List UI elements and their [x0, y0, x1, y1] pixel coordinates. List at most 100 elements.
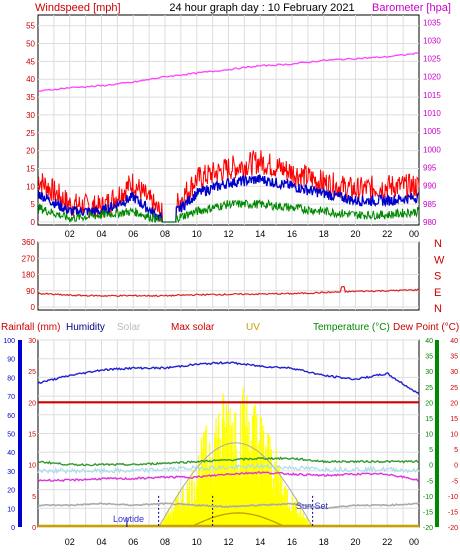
x-tick-label: 08 — [160, 537, 170, 547]
wind-tick-label: 15 — [26, 164, 35, 173]
temp-tick-label: 5 — [429, 447, 433, 454]
humidity-tick-label: 100 — [3, 338, 15, 345]
wind-tick-label: 45 — [26, 57, 35, 66]
dew-tick-label: 30 — [450, 369, 458, 376]
dew-tick-label: -20 — [448, 525, 458, 532]
series-lowest — [37, 198, 420, 224]
compass-letter: S — [434, 271, 441, 283]
sunset-label: Sun Set — [296, 501, 329, 511]
dew-tick-label: 5 — [454, 447, 458, 454]
x-tick-label: 00 — [409, 229, 419, 239]
legend-rainfall: Rainfall (mm) — [1, 322, 60, 333]
humidity-tick-label: 60 — [7, 413, 15, 420]
series-barometer — [37, 52, 420, 93]
humidity-tick-label: 80 — [7, 375, 15, 382]
humidity-tick-label: 30 — [7, 469, 15, 476]
series-feels-like — [37, 470, 420, 483]
climate-axes: 0102030405060708090100051015202530-20-15… — [3, 338, 458, 532]
baro-tick-label: 995 — [423, 164, 437, 173]
dew-tick-label: -5 — [452, 478, 458, 485]
baro-tick-label: 1000 — [423, 145, 441, 154]
series-uv — [190, 512, 286, 528]
wind-tick-label: 0 — [31, 218, 36, 227]
x-tick-label: 20 — [350, 229, 360, 239]
wind-panel-grid — [38, 15, 419, 225]
temp-tick-label: 25 — [425, 385, 433, 392]
rain-tick-label: 20 — [28, 400, 36, 407]
dew-tick-label: 15 — [450, 416, 458, 423]
wind-tick-label: 40 — [26, 75, 35, 84]
barometer-y-axis: 980 985 990 995 1000 1005 1010 1015 1020 1025 1030… — [423, 18, 441, 227]
rain-tick-label: 5 — [32, 494, 36, 501]
baro-tick-label: 1025 — [423, 55, 441, 64]
x-tick-label: 18 — [319, 229, 329, 239]
series-dew-point — [37, 463, 420, 475]
direction-tick-label: 0 — [31, 303, 36, 312]
direction-series — [37, 285, 420, 298]
x-tick-label: 10 — [192, 537, 202, 547]
rain-tick-label: 15 — [28, 432, 36, 439]
windspeed-title: Windspeed [mph] — [35, 2, 121, 14]
compass-letter: N — [434, 303, 442, 315]
series-solar — [38, 502, 420, 510]
series-temperature — [37, 456, 420, 467]
legend-solar: Solar — [117, 322, 141, 333]
dew-tick-label: -15 — [448, 509, 458, 516]
dew-tick-label: -10 — [448, 494, 458, 501]
climate-series — [37, 361, 420, 528]
climate-x-axis: 02 04 06 08 10 12 14 16 18 20 22 00 — [65, 537, 419, 547]
direction-y-axis: 0 90 180 270 360 — [22, 238, 36, 312]
wind-y-axis: 0 5 10 15 20 25 30 35 40 45 50 55 — [26, 22, 35, 227]
x-tick-label: 14 — [255, 229, 265, 239]
wind-tick-label: 5 — [31, 200, 36, 209]
x-tick-label: 22 — [382, 537, 392, 547]
x-tick-label: 02 — [65, 229, 75, 239]
temp-tick-label: 35 — [425, 354, 433, 361]
legend-max-solar: Max solar — [171, 322, 215, 333]
baro-tick-label: 980 — [423, 218, 437, 227]
temp-tick-label: -5 — [427, 478, 433, 485]
temp-axis-bar — [435, 340, 439, 527]
wind-tick-label: 55 — [26, 22, 35, 31]
x-tick-label: 10 — [192, 229, 202, 239]
x-tick-label: 04 — [96, 229, 106, 239]
x-tick-label: 08 — [160, 229, 170, 239]
series-humidity — [37, 361, 420, 395]
legend-humidity: Humidity — [66, 322, 105, 333]
x-tick-label: 04 — [96, 537, 106, 547]
legend-uv: UV — [246, 322, 260, 333]
rain-tick-label: 25 — [28, 369, 36, 376]
humidity-tick-label: 50 — [7, 432, 15, 439]
series-average — [37, 173, 420, 223]
compass-letter: E — [434, 287, 441, 299]
baro-tick-label: 1005 — [423, 127, 441, 136]
humidity-tick-label: 70 — [7, 394, 15, 401]
baro-tick-label: 1015 — [423, 91, 441, 100]
wind-x-axis: 02 04 06 08 10 12 14 16 18 20 22 00 — [65, 229, 419, 239]
temp-tick-label: 15 — [425, 416, 433, 423]
x-tick-label: 02 — [65, 537, 75, 547]
barometer-title: Barometer [hpa] — [372, 2, 451, 14]
baro-tick-label: 985 — [423, 200, 437, 209]
rain-axis-bar — [18, 340, 22, 527]
baro-tick-label: 1020 — [423, 73, 441, 82]
wind-tick-label: 50 — [26, 40, 35, 49]
temp-tick-label: -10 — [423, 494, 433, 501]
dew-tick-label: 0 — [454, 463, 458, 470]
wind-tick-label: 20 — [26, 147, 35, 156]
dew-tick-label: 25 — [450, 385, 458, 392]
temp-tick-label: 20 — [425, 400, 433, 407]
temp-tick-label: -20 — [423, 525, 433, 532]
baro-tick-label: 990 — [423, 182, 437, 191]
lowtide-label: Lowtide — [113, 514, 144, 524]
x-tick-label: 20 — [350, 537, 360, 547]
x-tick-label: 16 — [287, 229, 297, 239]
temp-tick-label: 30 — [425, 369, 433, 376]
humidity-tick-label: 20 — [7, 488, 15, 495]
wind-tick-label: 30 — [26, 111, 35, 120]
direction-tick-label: 360 — [22, 238, 36, 247]
x-tick-label: 18 — [319, 537, 329, 547]
x-tick-label: 22 — [382, 229, 392, 239]
